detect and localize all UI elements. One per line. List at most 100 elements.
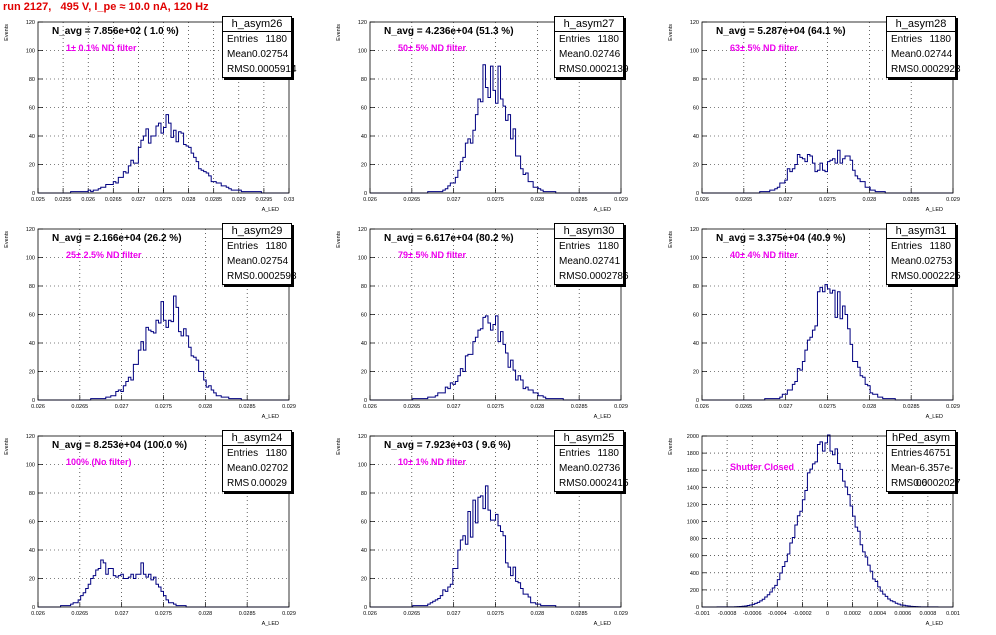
x-tick-label: 0.028 [530, 404, 544, 410]
stats-box: h_asym28 Entries 1180 Mean 0.02744 RMS 0.00029… [886, 16, 961, 78]
filter-label: 63± 5% ND filter [730, 43, 798, 53]
n-avg-label: N_avg = 5.287e+04 (64.1 %) [716, 26, 846, 37]
x-tick-label: 0.028 [530, 611, 544, 617]
stats-value: 0.0002928 [913, 64, 961, 75]
stats-row-entries: Entries 1180 [223, 446, 291, 461]
y-tick-label: 600 [690, 554, 699, 560]
y-tick-label: 20 [361, 577, 367, 583]
stats-box: h_asym27 Entries 1180 Mean 0.02746 RMS 0.00021… [554, 16, 629, 78]
y-tick-label: 1400 [687, 485, 699, 491]
stats-key: Mean [891, 463, 917, 474]
x-tick-label: 0.0275 [819, 404, 836, 410]
histogram-line [38, 295, 289, 401]
stats-value: 0.0002225 [913, 271, 961, 282]
y-tick-label: 80 [361, 491, 367, 497]
y-tick-label: 100 [690, 256, 699, 262]
plot-frame [37, 228, 290, 401]
stats-value: 1180 [597, 448, 619, 459]
stats-value: 1180 [929, 241, 951, 252]
stats-title: h_asym27 [555, 17, 623, 32]
y-tick-label: 80 [693, 77, 699, 83]
filter-label: 10± 1% ND filter [398, 457, 466, 467]
y-tick-label: 60 [361, 520, 367, 526]
stats-key: Entries [891, 448, 923, 459]
histogram-panel-h_asym29: 0 20 40 60 80 100 120 0.026 0.0265 0.027 0.0275 0.0… [0, 221, 331, 428]
stats-key: RMS [891, 271, 914, 282]
stats-row-mean: Mean 0.02754 [223, 254, 291, 269]
x-tick-label: 0.0285 [239, 404, 256, 410]
histogram-panel-hPed_asym: 0 200 400 600 800 1000 1200 1400 1600 1800 2000 -0.… [664, 428, 995, 635]
y-axis-label: Events [668, 231, 674, 248]
y-tick-label: 80 [361, 77, 367, 83]
stats-key: Entries [891, 34, 923, 45]
y-tick-label: 20 [29, 163, 35, 169]
y-tick-label: 80 [361, 284, 367, 290]
plot-frame [37, 21, 290, 194]
y-axis-label: Events [336, 438, 342, 455]
stats-value: 1180 [597, 34, 619, 45]
histogram-panel-h_asym26: 0 20 40 60 80 100 120 0.025 0.0255 0.026 0.0265 0.0… [0, 14, 331, 221]
stats-key: Mean [559, 49, 585, 60]
stats-row-mean: Mean 0.02741 [555, 254, 623, 269]
y-tick-label: 20 [693, 163, 699, 169]
x-tick-label: 0.0285 [239, 611, 256, 617]
histogram-line [702, 434, 953, 608]
x-tick-label: 0.026 [363, 611, 377, 617]
y-tick-label: 20 [29, 577, 35, 583]
y-tick-label: 40 [29, 548, 35, 554]
stats-row-rms: RMS 0.0002786 [555, 269, 629, 284]
stats-value: 0.02736 [584, 463, 621, 474]
y-tick-label: 60 [361, 313, 367, 319]
x-axis-label: A_LED [926, 207, 943, 213]
x-tick-label: 0.029 [946, 197, 960, 203]
x-tick-label: 0.029 [614, 611, 628, 617]
x-tick-label: 0.029 [614, 404, 628, 410]
x-tick-label: 0.028 [198, 611, 212, 617]
y-tick-label: 20 [29, 370, 35, 376]
stats-value: 1180 [597, 241, 619, 252]
x-tick-label: 0.026 [31, 611, 45, 617]
y-tick-label: 1000 [687, 520, 699, 526]
stats-value: 0.0002786 [581, 271, 629, 282]
stats-row-entries: Entries 1180 [887, 239, 955, 254]
stats-row-rms: RMS 0.0005914 [223, 62, 297, 77]
x-tick-label: 0.0265 [71, 404, 88, 410]
y-tick-label: 60 [693, 313, 699, 319]
stats-row-entries: Entries 1180 [223, 32, 291, 47]
stats-key: Mean [227, 49, 253, 60]
stats-row-rms: RMS 0.0002225 [887, 269, 961, 284]
stats-key: Entries [559, 241, 591, 252]
n-avg-label: N_avg = 8.253e+04 (100.0 %) [52, 440, 188, 451]
x-tick-label: 0.001 [946, 611, 960, 617]
stats-box: hPed_asym Entries 46751 Mean -6.357e-06 RMS 0.… [886, 430, 961, 492]
x-tick-label: -0.0004 [768, 611, 787, 617]
y-tick-label: 1200 [687, 502, 699, 508]
stats-title: h_asym26 [223, 17, 291, 32]
histogram-panel-h_asym27: 0 20 40 60 80 100 120 0.026 0.0265 0.027 0.0275 0.0… [332, 14, 663, 221]
histogram-line [38, 559, 289, 608]
x-tick-label: 0.027 [447, 404, 461, 410]
stats-key: Entries [559, 34, 591, 45]
x-tick-label: 0.028 [182, 197, 196, 203]
stats-row-rms: RMS 0.0002415 [555, 476, 629, 491]
y-tick-label: 100 [358, 463, 367, 469]
x-axis-label: A_LED [926, 414, 943, 420]
stats-key: RMS [227, 478, 250, 489]
x-tick-label: 0.0006 [894, 611, 911, 617]
y-tick-label: 0 [364, 398, 367, 404]
y-tick-label: 1800 [687, 451, 699, 457]
y-tick-label: 800 [690, 537, 699, 543]
y-tick-label: 120 [358, 20, 367, 26]
stats-key: Mean [559, 463, 585, 474]
stats-value: 0.02754 [252, 49, 289, 60]
stats-row-entries: Entries 1180 [223, 239, 291, 254]
y-tick-label: 20 [693, 370, 699, 376]
histogram-svg: 0 20 40 60 80 100 120 0.026 0.0265 0.027 0.0275 0.0… [336, 227, 628, 420]
y-tick-label: 40 [361, 134, 367, 140]
x-tick-label: 0.028 [862, 404, 876, 410]
page-title: run 2127, 495 V, I_pe ≈ 10.0 nA, 120 Hz [3, 1, 209, 13]
stats-box: h_asym24 Entries 1180 Mean 0.02702 RMS 0.00029 [222, 430, 292, 492]
y-tick-label: 0 [696, 605, 699, 611]
stats-value: -6.357e-06 [916, 463, 954, 489]
stats-title: h_asym29 [223, 224, 291, 239]
